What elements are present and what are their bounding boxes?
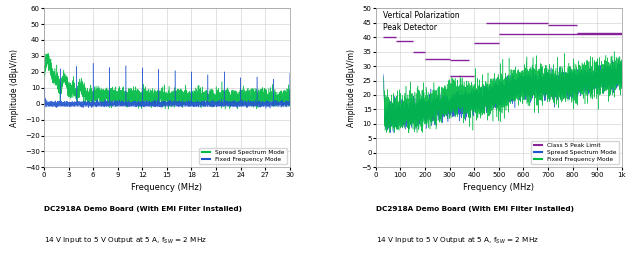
- Legend: Spread Spectrum Mode, Fixed Frequency Mode: Spread Spectrum Mode, Fixed Frequency Mo…: [199, 148, 287, 164]
- Text: DC2918A Demo Board (With EMI Filter Installed): DC2918A Demo Board (With EMI Filter Inst…: [376, 205, 574, 212]
- Y-axis label: Amplitude (dBμV/m): Amplitude (dBμV/m): [11, 49, 19, 127]
- Text: 14 V Input to 5 V Output at 5 A, f$_{SW}$ = 2 MHz: 14 V Input to 5 V Output at 5 A, f$_{SW}…: [376, 236, 539, 246]
- X-axis label: Frequency (MHz): Frequency (MHz): [463, 183, 534, 192]
- X-axis label: Frequency (MHz): Frequency (MHz): [131, 183, 202, 192]
- Y-axis label: Amplitude (dBμV/m): Amplitude (dBμV/m): [347, 49, 356, 127]
- Text: DC2918A Demo Board (With EMI Filter Installed): DC2918A Demo Board (With EMI Filter Inst…: [44, 205, 242, 212]
- Text: Vertical Polarization
Peak Detector: Vertical Polarization Peak Detector: [383, 11, 460, 32]
- Legend: Class 5 Peak Limit, Spread Spectrum Mode, Fixed Frequency Mode: Class 5 Peak Limit, Spread Spectrum Mode…: [531, 141, 619, 164]
- Text: 14 V Input to 5 V Output at 5 A, f$_{SW}$ = 2 MHz: 14 V Input to 5 V Output at 5 A, f$_{SW}…: [44, 236, 207, 246]
